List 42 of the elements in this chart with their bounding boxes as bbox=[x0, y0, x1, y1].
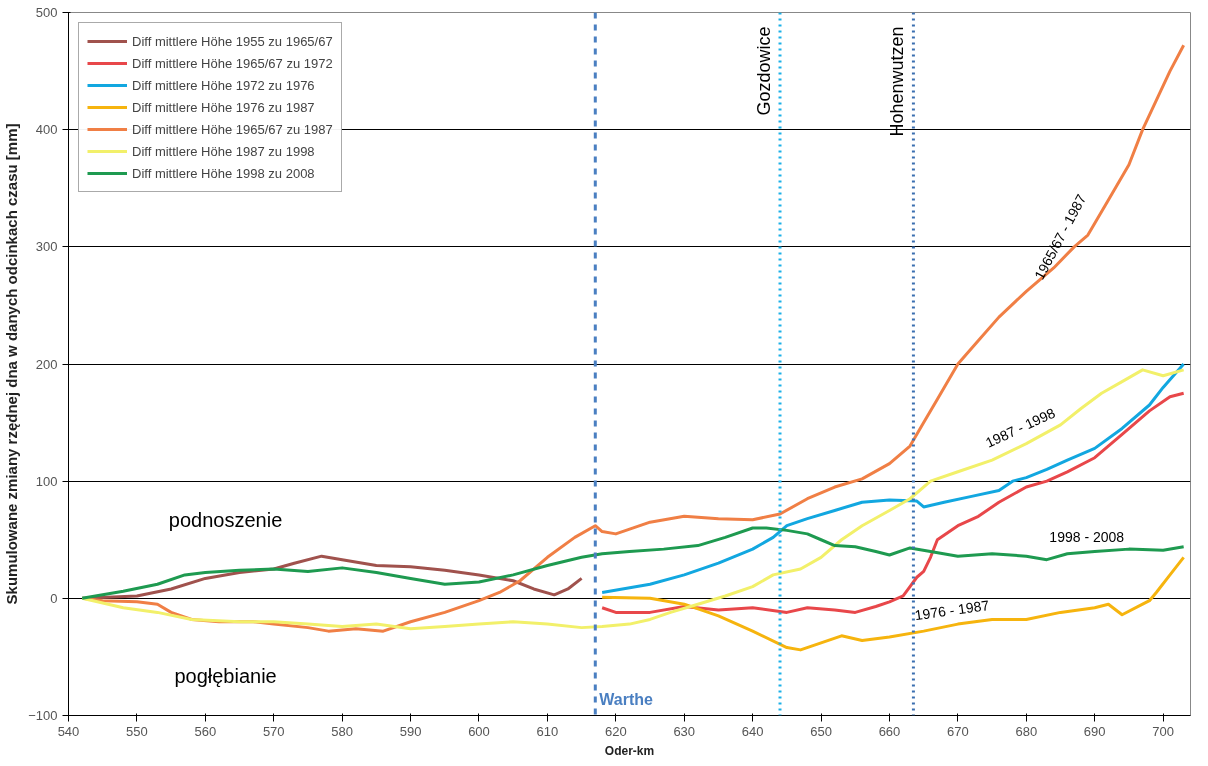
legend-label: Diff mittlere Höhe 1965/67 zu 1972 bbox=[132, 55, 333, 71]
y-tick-label: 0 bbox=[50, 590, 58, 606]
x-tick-label: 650 bbox=[810, 723, 832, 739]
y-tick-label: 500 bbox=[35, 5, 58, 20]
annotation: 1998 - 2008 bbox=[1049, 529, 1125, 546]
x-tick-label: 700 bbox=[1152, 723, 1174, 739]
legend-label: Diff mittlere Höhe 1972 zu 1976 bbox=[132, 77, 315, 93]
ref-line-label: Gozdowice bbox=[754, 26, 775, 116]
legend-label: Diff mittlere Höhe 1998 zu 2008 bbox=[132, 165, 315, 181]
x-tick-label: 670 bbox=[947, 723, 969, 739]
y-tick-label: −100 bbox=[28, 708, 58, 723]
legend-label: Diff mittlere Höhe 1965/67 zu 1987 bbox=[132, 121, 333, 137]
annotation: pogłębianie bbox=[174, 665, 277, 688]
y-tick-label: 100 bbox=[35, 473, 58, 489]
line-series bbox=[600, 555, 1186, 652]
annotation: 1987 - 1998 bbox=[983, 404, 1058, 451]
x-tick-label: 590 bbox=[399, 723, 422, 739]
y-axis-title: Skumulowane zmiany rzędnej dna w danych odcinkach czasu [mm] bbox=[3, 123, 21, 605]
legend-label: Diff mittlere Höhe 1987 zu 1998 bbox=[132, 143, 315, 159]
annotation: 1976 - 1987 bbox=[913, 596, 991, 624]
x-tick-label: 660 bbox=[878, 723, 901, 739]
y-tick-label: 200 bbox=[35, 356, 58, 372]
x-tick-label: 580 bbox=[331, 723, 354, 739]
legend-label: Diff mittlere Höhe 1955 zu 1965/67 bbox=[132, 33, 333, 49]
y-tick-label: 300 bbox=[35, 239, 58, 255]
x-tick-label: 640 bbox=[741, 723, 764, 739]
x-axis-title: Oder-km bbox=[604, 743, 655, 758]
x-tick-label: 570 bbox=[262, 723, 285, 739]
x-tick-label: 690 bbox=[1083, 723, 1106, 739]
x-tick-label: 680 bbox=[1015, 723, 1038, 739]
x-tick-label: 540 bbox=[57, 723, 80, 739]
legend-label: Diff mittlere Höhe 1976 zu 1987 bbox=[132, 99, 315, 115]
y-tick-label: 400 bbox=[35, 122, 58, 138]
x-tick-label: 560 bbox=[194, 723, 217, 739]
x-tick-label: 630 bbox=[673, 723, 696, 739]
ref-line-label: Warthe bbox=[599, 690, 654, 708]
x-tick-label: 610 bbox=[536, 723, 559, 739]
x-tick-label: 550 bbox=[126, 723, 148, 739]
annotation: podnoszenie bbox=[168, 509, 283, 532]
ref-line-label: Hohenwutzen bbox=[887, 26, 908, 137]
x-tick-label: 600 bbox=[468, 723, 490, 739]
x-tick-label: 620 bbox=[604, 723, 627, 739]
